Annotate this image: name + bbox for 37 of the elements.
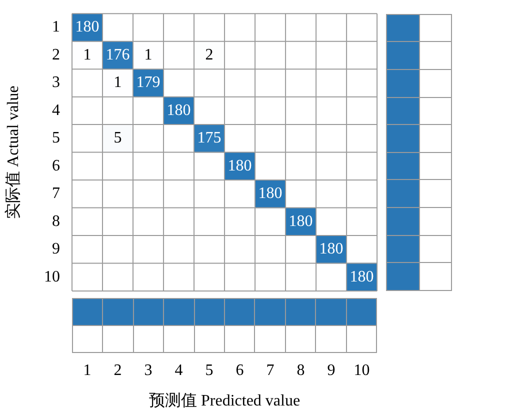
y-tick-label: 9 [52,240,60,258]
data-label: 180 [258,185,282,202]
x-tick-label: 2 [114,362,122,379]
y-axis-title: 实际值 Actual value [4,86,22,219]
data-label: 2 [205,46,214,64]
y-tick-label: 1 [52,18,60,36]
data-label: 180 [228,157,252,174]
y-tick-label: 3 [52,74,60,92]
y-tick-label: 10 [44,268,60,286]
data-label: 180 [75,18,100,36]
data-label: 1 [114,74,122,92]
data-label: 180 [350,268,374,286]
x-tick-label: 5 [205,362,214,379]
data-label: 1 [83,46,92,64]
data-label: 1 [144,46,152,64]
y-tick-label: 6 [52,157,60,174]
y-tick-label: 8 [52,212,60,230]
x-tick-label: 8 [296,362,305,379]
y-tick-label: 2 [52,46,60,64]
y-tick-label: 4 [52,102,60,119]
x-tick-label: 4 [174,362,183,379]
x-tick-label: 6 [236,362,244,379]
y-tick-label: 7 [52,185,60,202]
x-tick-label: 7 [266,362,274,379]
y-tick-label: 5 [52,130,60,147]
x-tick-label: 10 [354,362,370,379]
data-label: 5 [114,130,122,147]
x-tick-label: 3 [144,362,152,379]
x-tick-label: 1 [83,362,92,379]
data-label: 176 [106,46,130,64]
x-axis-title: 预测值 Predicted value [148,392,300,410]
data-label: 180 [166,102,191,119]
data-label: 175 [197,130,222,147]
data-label: 179 [136,74,160,92]
data-label: 180 [288,212,313,230]
x-tick-label: 9 [327,362,336,379]
data-label: 180 [319,240,344,258]
